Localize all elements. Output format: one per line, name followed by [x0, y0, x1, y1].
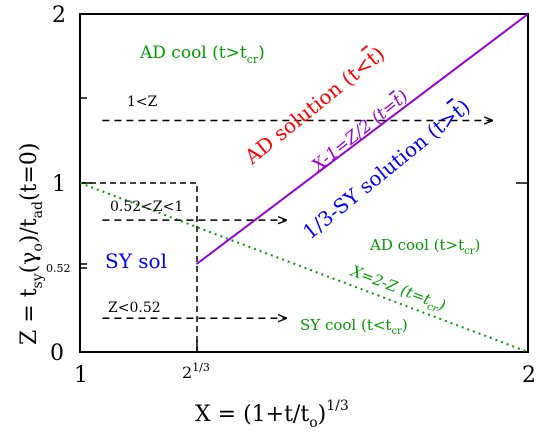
- y-tick-2: 2: [52, 3, 66, 28]
- y-tick-0: 0: [50, 341, 64, 366]
- x-tick-cuberoot2: 21/3: [182, 361, 210, 382]
- label-sy-sol: SY sol: [105, 249, 167, 273]
- x-tick-1: 1: [74, 363, 88, 388]
- y-tick-052: 0.52: [46, 262, 71, 275]
- line-x-eq-2-minus-z: [79, 182, 529, 353]
- arrow-label-2: 0.52<Z<1: [110, 199, 183, 215]
- label-ad-cool-top: AD cool (t>tcr): [139, 43, 265, 66]
- line-x-minus-1-eq-z-half: [195, 13, 529, 265]
- y-tick-1: 1: [52, 172, 66, 197]
- label-ad-cool-right: AD cool (t>tcr): [369, 236, 480, 257]
- y-axis-label: Z = tsy(γo)/tad(t=0): [17, 143, 46, 345]
- arrow-label-1: 1<Z: [127, 94, 158, 110]
- label-sy-cool: SY cool (t<tcr): [300, 316, 408, 337]
- arrow-label-3: Z<0.52: [108, 300, 161, 316]
- x-axis-label: X = (1+t/to)1/3: [195, 398, 349, 431]
- x-tick-2: 2: [522, 363, 536, 388]
